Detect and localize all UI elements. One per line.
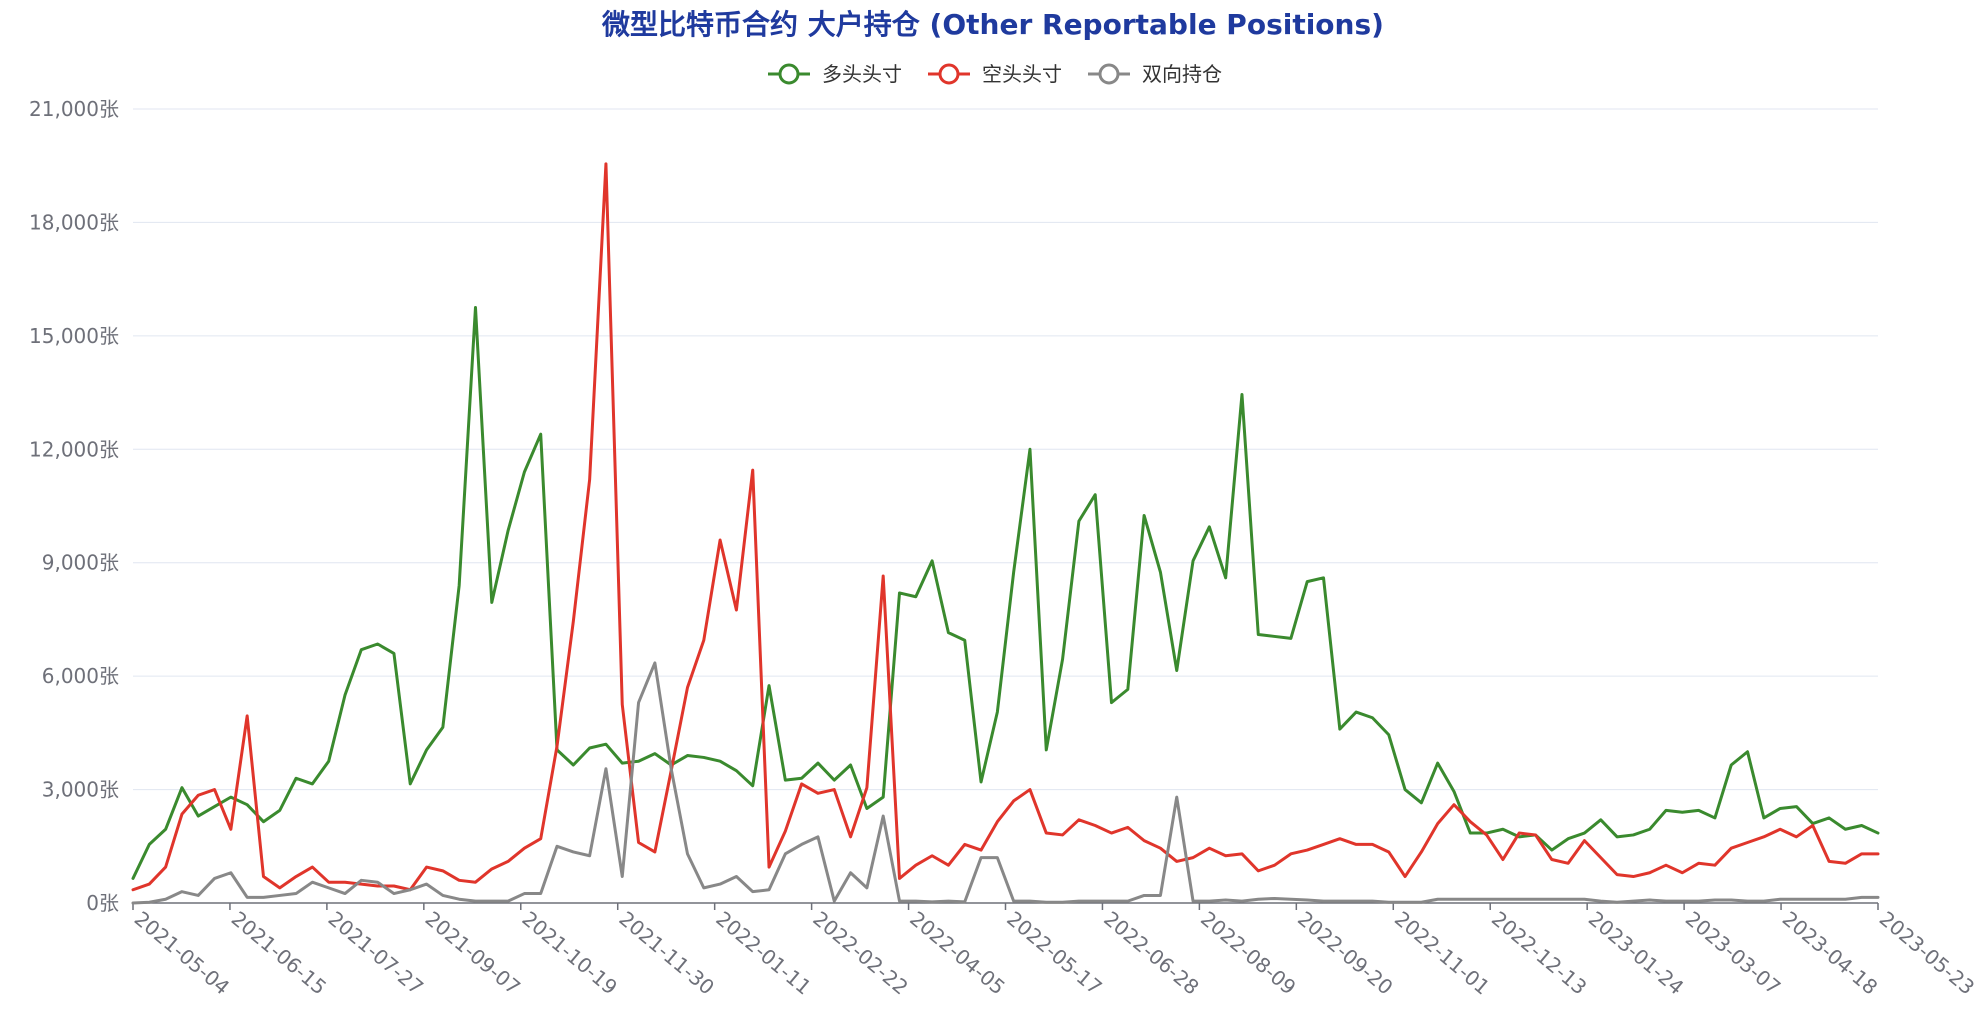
x-tick-label: 2023-04-18 [1778,906,1882,999]
x-tick-label: 2022-11-01 [1390,906,1494,999]
y-axis-labels: 0张 3,000张 6,000张 9,000张 12,000张 15,000张 18,000… [29,97,119,915]
x-tick-label: 2023-01-24 [1584,906,1688,999]
y-tick-label: 18,000张 [29,210,119,234]
x-tick-label: 2021-10-19 [518,906,622,999]
legend-item-2[interactable]: 双向持仓 [1088,62,1222,86]
y-tick-label: 12,000张 [29,437,119,461]
x-tick-label: 2022-05-17 [1002,906,1106,999]
x-tick-label: 2022-08-09 [1196,906,1300,999]
x-tick-label: 2022-01-11 [711,906,815,999]
x-tick-label: 2022-06-28 [1099,906,1203,999]
y-tick-label: 0张 [86,891,119,915]
series-group [131,162,1880,905]
y-tick-label: 21,000张 [29,97,119,121]
legend-circle-icon [1098,63,1120,85]
x-tick-label: 2022-09-20 [1293,906,1397,999]
x-tick-label: 2022-04-05 [905,906,1009,999]
legend-label: 双向持仓 [1142,62,1222,86]
x-tick-label: 2021-07-27 [324,906,428,999]
legend-label: 空头头寸 [982,62,1062,86]
legend-item-0[interactable]: 多头头寸 [768,62,902,86]
y-tick-label: 15,000张 [29,324,119,348]
legend-label: 多头头寸 [822,62,902,86]
x-tick-label: 2023-05-23 [1875,906,1979,999]
x-tick-label: 2023-03-07 [1681,906,1785,999]
chart-title: 微型比特币合约 大户持仓 (Other Reportable Positions… [601,8,1384,41]
legend[interactable]: 多头头寸 空头头寸 双向持仓 [768,62,1222,86]
grid-lines [133,108,1878,791]
x-axis: 2021-05-042021-06-152021-07-272021-09-07… [130,902,1979,1000]
x-tick-label: 2022-02-22 [808,906,912,999]
legend-circle-icon [778,63,800,85]
x-tick-label: 2021-09-07 [421,906,525,999]
legend-circle-icon [938,63,960,85]
x-tick-label: 2022-12-13 [1487,906,1591,999]
x-tick-label: 2021-05-04 [130,906,234,999]
legend-item-1[interactable]: 空头头寸 [928,62,1062,86]
x-tick-label: 2021-06-15 [227,906,331,999]
series-line-0 [131,306,1880,880]
y-tick-label: 9,000张 [42,551,119,575]
y-tick-label: 3,000张 [42,778,119,802]
series-line-2 [131,661,1880,905]
series-line-1 [131,162,1880,892]
x-tick-label: 2021-11-30 [615,906,719,999]
y-tick-label: 6,000张 [42,664,119,688]
